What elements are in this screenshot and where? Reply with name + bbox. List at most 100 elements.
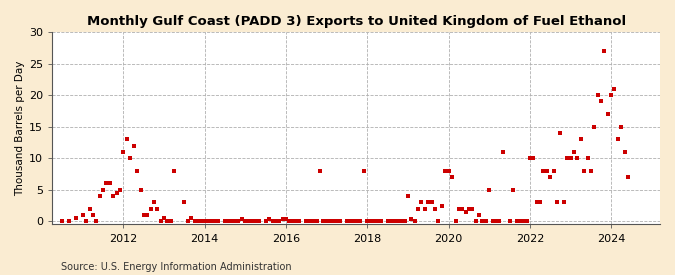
Point xyxy=(247,219,258,224)
Point xyxy=(199,219,210,224)
Point xyxy=(263,217,274,222)
Point xyxy=(558,200,569,205)
Point xyxy=(70,216,81,220)
Point xyxy=(613,137,624,141)
Point xyxy=(325,219,335,224)
Point xyxy=(277,217,288,222)
Point xyxy=(494,219,505,224)
Point xyxy=(623,175,634,179)
Point xyxy=(345,219,356,224)
Point xyxy=(304,219,315,224)
Point xyxy=(159,216,169,220)
Point xyxy=(491,219,502,224)
Point xyxy=(57,219,68,224)
Point xyxy=(477,219,488,224)
Point xyxy=(365,219,376,224)
Point xyxy=(179,200,190,205)
Point xyxy=(400,219,410,224)
Point xyxy=(115,188,126,192)
Point xyxy=(207,219,217,224)
Point xyxy=(572,156,583,160)
Point xyxy=(518,219,529,224)
Point xyxy=(595,99,606,104)
Point xyxy=(253,219,264,224)
Point xyxy=(213,219,223,224)
Point xyxy=(192,219,203,224)
Point xyxy=(599,49,610,53)
Point xyxy=(189,219,200,224)
Point xyxy=(128,143,139,148)
Point xyxy=(142,213,153,217)
Point xyxy=(481,219,491,224)
Point xyxy=(460,210,471,214)
Point xyxy=(237,217,248,222)
Point xyxy=(348,219,359,224)
Point xyxy=(250,219,261,224)
Point xyxy=(186,216,196,220)
Point xyxy=(209,219,220,224)
Point xyxy=(474,213,485,217)
Point xyxy=(464,207,475,211)
Point xyxy=(423,200,434,205)
Point xyxy=(568,150,579,154)
Point xyxy=(426,200,437,205)
Point xyxy=(446,175,457,179)
Point xyxy=(450,219,461,224)
Point xyxy=(233,219,244,224)
Point xyxy=(291,219,302,224)
Point xyxy=(565,156,576,160)
Point xyxy=(145,207,156,211)
Point xyxy=(219,219,230,224)
Point xyxy=(562,156,572,160)
Point xyxy=(362,219,373,224)
Point xyxy=(545,175,556,179)
Point xyxy=(412,207,423,211)
Point xyxy=(315,169,325,173)
Point xyxy=(375,219,386,224)
Point xyxy=(511,219,522,224)
Point xyxy=(355,219,366,224)
Point xyxy=(318,219,329,224)
Point xyxy=(301,219,312,224)
Point xyxy=(80,219,91,224)
Point xyxy=(311,219,322,224)
Point xyxy=(335,219,346,224)
Point xyxy=(108,194,119,198)
Point xyxy=(352,219,362,224)
Point xyxy=(84,207,95,211)
Point xyxy=(196,219,207,224)
Point xyxy=(497,150,508,154)
Point xyxy=(372,219,383,224)
Point xyxy=(538,169,549,173)
Point xyxy=(443,169,454,173)
Point xyxy=(406,217,416,222)
Point xyxy=(385,219,396,224)
Point xyxy=(223,219,234,224)
Point xyxy=(111,191,122,195)
Point xyxy=(101,181,112,186)
Point xyxy=(457,207,468,211)
Point xyxy=(619,150,630,154)
Point xyxy=(433,219,444,224)
Point xyxy=(118,150,129,154)
Point xyxy=(331,219,342,224)
Point xyxy=(410,219,421,224)
Point xyxy=(548,169,559,173)
Title: Monthly Gulf Coast (PADD 3) Exports to United Kingdom of Fuel Ethanol: Monthly Gulf Coast (PADD 3) Exports to U… xyxy=(86,15,626,28)
Point xyxy=(240,219,251,224)
Point xyxy=(585,169,596,173)
Point xyxy=(392,219,403,224)
Point xyxy=(162,219,173,224)
Text: Source: U.S. Energy Information Administration: Source: U.S. Energy Information Administ… xyxy=(61,262,292,272)
Point xyxy=(606,93,617,97)
Point xyxy=(321,219,332,224)
Point xyxy=(609,87,620,91)
Point xyxy=(603,112,614,116)
Point xyxy=(369,219,379,224)
Point xyxy=(182,219,193,224)
Point xyxy=(470,219,481,224)
Point xyxy=(467,207,478,211)
Point xyxy=(440,169,451,173)
Point xyxy=(138,213,149,217)
Point xyxy=(551,200,562,205)
